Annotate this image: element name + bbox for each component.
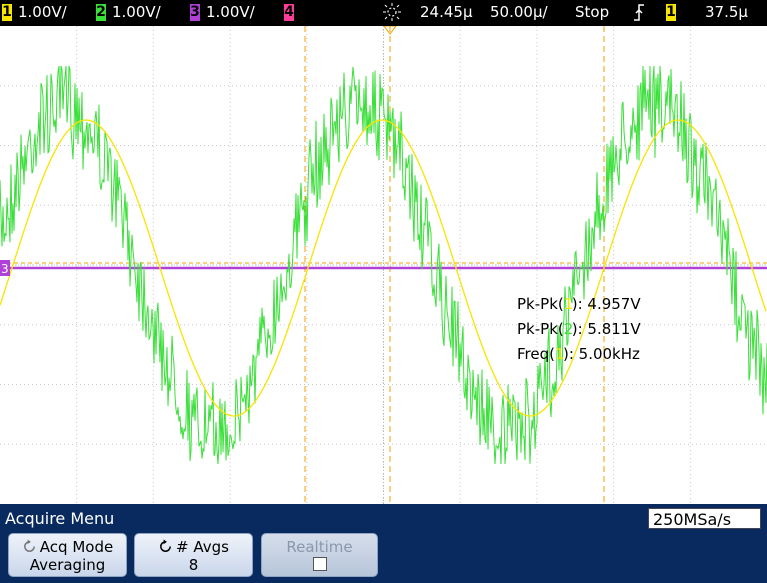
measurement-source: 1 xyxy=(554,345,565,363)
measurement-source: 1 xyxy=(563,295,574,313)
channel-1-trace xyxy=(0,119,767,417)
channel-1-scale[interactable]: 1 1.00V/ xyxy=(2,3,67,21)
channel-4-badge: 4 xyxy=(284,4,294,21)
trigger-source-badge: 1 xyxy=(666,4,676,21)
graticule xyxy=(0,26,767,504)
channel-3-scale[interactable]: 3 1.00V/ xyxy=(190,3,255,21)
softkey-label: Realtime xyxy=(286,538,353,556)
channel-4-scale[interactable]: 4 xyxy=(284,3,300,21)
softkey-label: Acq Mode xyxy=(39,538,114,556)
sample-rate: 250MSa/s xyxy=(648,508,761,529)
realtime-checkbox[interactable] xyxy=(312,557,327,571)
measurement-2: Pk-Pk(2): 5.811V xyxy=(517,320,641,338)
softkey-value: 8 xyxy=(188,556,199,574)
horizontal-delay[interactable]: 24.45µ xyxy=(420,3,473,21)
measurement-value: ): 5.00kHz xyxy=(562,345,640,363)
timebase-scale[interactable]: 50.00µ/ xyxy=(490,3,548,21)
channel-2-trace xyxy=(0,65,767,465)
cycle-icon xyxy=(23,539,35,552)
realtime-softkey[interactable]: Realtime xyxy=(261,533,378,577)
trigger-source[interactable]: 1 xyxy=(666,3,682,21)
ground-marker-label: 3 xyxy=(1,262,9,276)
channel-3-scale-value: 1.00V/ xyxy=(206,3,255,21)
channel-2-badge: 2 xyxy=(96,4,106,21)
measurement-label: Freq( xyxy=(517,345,555,363)
status-bar: 1 1.00V/ 2 1.00V/ 3 1.00V/ 4 24.45µ 50.00µ/… xyxy=(0,0,767,26)
measurement-source: 2 xyxy=(563,320,574,338)
ground-marker-icon[interactable]: 3 xyxy=(0,260,10,276)
channel-3-badge: 3 xyxy=(190,4,200,21)
acq-mode-softkey[interactable]: Acq Mode Averaging xyxy=(8,533,127,577)
softkey-value: Averaging xyxy=(29,556,106,574)
measurement-value: ): 5.811V xyxy=(571,320,641,338)
trigger-edge-icon xyxy=(633,4,645,25)
time-markers xyxy=(304,26,605,504)
softkey-label: # Avgs xyxy=(176,538,229,556)
measurement-value: ): 4.957V xyxy=(571,295,641,313)
waveform-plot: 3 xyxy=(0,26,767,504)
cycle-icon xyxy=(160,539,171,552)
num-avgs-softkey[interactable]: # Avgs 8 xyxy=(134,533,253,577)
channel-2-scale[interactable]: 2 1.00V/ xyxy=(96,3,161,21)
trigger-level[interactable]: 37.5µ xyxy=(705,3,748,21)
channel-1-badge: 1 xyxy=(2,4,12,21)
measurement-label: Pk-Pk( xyxy=(517,320,564,338)
run-state[interactable]: Stop xyxy=(575,3,610,21)
acquire-menu: Acquire Menu 250MSa/s Acq Mode Averaging… xyxy=(0,504,767,583)
channel-2-scale-value: 1.00V/ xyxy=(112,3,161,21)
measurement-3: Freq(1): 5.00kHz xyxy=(517,345,640,363)
measurement-label: Pk-Pk( xyxy=(517,295,564,313)
channel-1-scale-value: 1.00V/ xyxy=(18,3,67,21)
menu-title: Acquire Menu xyxy=(5,509,115,528)
waveform-display[interactable]: 3 Pk-Pk(1): 4.957V Pk-Pk(2): 5.811V Freq… xyxy=(0,26,767,504)
measurement-1: Pk-Pk(1): 4.957V xyxy=(517,295,641,313)
delay-icon xyxy=(382,2,402,26)
